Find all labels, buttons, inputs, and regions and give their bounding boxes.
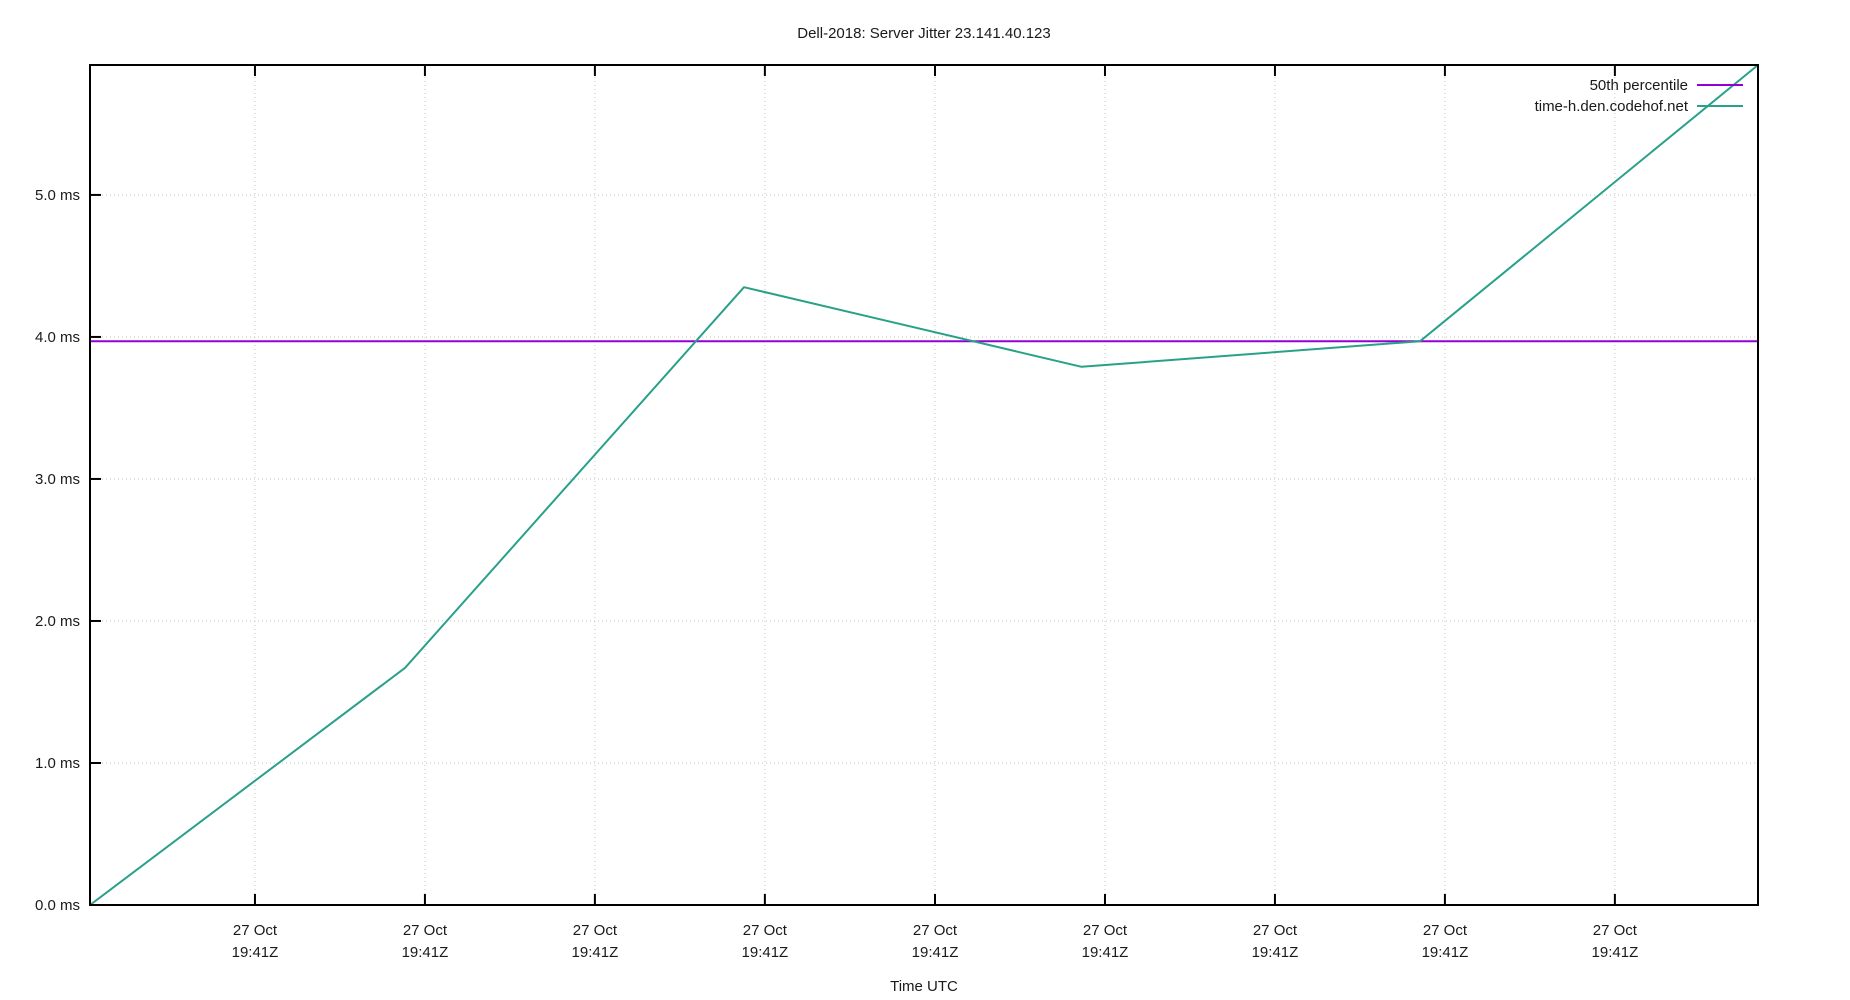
y-tick-label: 0.0 ms	[35, 897, 80, 914]
legend: 50th percentile time-h.den.codehof.net	[1535, 77, 1743, 115]
tick-labels-layer: 0.0 ms 1.0 ms 2.0 ms 3.0 ms 4.0 ms 5.0 ms 27 O…	[35, 187, 1638, 961]
x-tick-label-date: 27 Oct	[1253, 922, 1298, 939]
y-tick-label: 5.0 ms	[35, 187, 80, 204]
plot-border	[89, 64, 1759, 906]
series-layer	[89, 64, 1759, 906]
x-tick-label-time: 19:41Z	[232, 944, 279, 961]
y-tick-label: 3.0 ms	[35, 471, 80, 488]
x-tick-label-date: 27 Oct	[743, 922, 788, 939]
y-tick-label: 1.0 ms	[35, 755, 80, 772]
y-tick-label: 4.0 ms	[35, 329, 80, 346]
x-tick-label-date: 27 Oct	[1423, 922, 1468, 939]
legend-label-time-h-den-codehof-net: time-h.den.codehof.net	[1535, 98, 1689, 115]
y-tick-label: 2.0 ms	[35, 613, 80, 630]
x-axis-title: Time UTC	[890, 978, 958, 995]
tick-marks-layer	[90, 65, 1616, 906]
x-tick-label-date: 27 Oct	[1083, 922, 1128, 939]
x-tick-label-time: 19:41Z	[1592, 944, 1639, 961]
chart-title: Dell-2018: Server Jitter 23.141.40.123	[797, 25, 1050, 42]
x-tick-label-date: 27 Oct	[913, 922, 958, 939]
legend-label-50th-percentile: 50th percentile	[1590, 77, 1688, 94]
x-tick-label-date: 27 Oct	[403, 922, 448, 939]
grid-layer	[90, 65, 1758, 905]
x-tick-label-date: 27 Oct	[573, 922, 618, 939]
x-tick-label-date: 27 Oct	[233, 922, 278, 939]
x-tick-label-time: 19:41Z	[742, 944, 789, 961]
series-line-time-h-den-codehof-net	[89, 64, 1759, 906]
x-tick-label-time: 19:41Z	[912, 944, 959, 961]
x-tick-label-date: 27 Oct	[1593, 922, 1638, 939]
x-tick-label-time: 19:41Z	[402, 944, 449, 961]
x-tick-label-time: 19:41Z	[1252, 944, 1299, 961]
x-tick-label-time: 19:41Z	[1422, 944, 1469, 961]
x-tick-label-time: 19:41Z	[572, 944, 619, 961]
x-tick-label-time: 19:41Z	[1082, 944, 1129, 961]
